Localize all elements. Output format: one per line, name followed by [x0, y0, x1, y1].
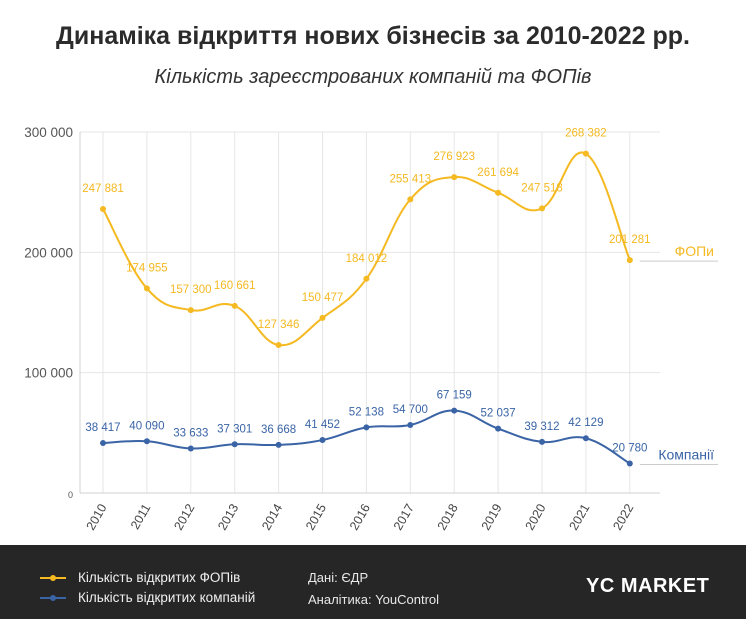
legend-dot-companies: [50, 595, 56, 601]
x-tick-label: 2011: [128, 501, 154, 531]
data-point-companies: [363, 424, 370, 431]
x-tick-label: 2017: [391, 501, 417, 532]
data-label-companies: 41 452: [305, 419, 340, 431]
x-tick-label: 2013: [215, 501, 241, 532]
line-chart: 0 100 000 200 000 300 000 2010 2011 2012 2013 20…: [24, 125, 718, 533]
y-tick-label: 100 000: [24, 366, 73, 381]
data-point-fop: [407, 196, 414, 203]
data-label-companies: 42 129: [568, 417, 603, 429]
data-point-companies: [626, 460, 633, 467]
data-point-companies: [275, 441, 282, 448]
y-tick-label: 300 000: [24, 125, 73, 140]
data-label-companies: 39 312: [524, 421, 559, 433]
data-point-companies: [539, 438, 545, 445]
data-label-fop: 276 923: [433, 151, 475, 163]
data-point-fop: [143, 285, 150, 292]
data-point-fop: [582, 150, 589, 157]
data-point-fop: [451, 174, 458, 181]
data-point-companies: [319, 437, 326, 444]
data-point-fop: [100, 206, 106, 213]
data-point-fop: [539, 205, 545, 212]
chart-title: Динаміка відкриття нових бізнесів за 201…: [56, 22, 690, 50]
data-point-companies: [143, 438, 150, 445]
data-label-fop: 184 012: [346, 253, 388, 265]
data-label-companies: 67 159: [437, 390, 472, 402]
x-tick-label: 2015: [303, 501, 329, 532]
brand-logo: YC MARKET: [586, 575, 710, 597]
data-label-companies: 36 668: [261, 424, 296, 436]
data-label-fop: 157 300: [170, 284, 212, 296]
legend-dot-fop: [50, 575, 56, 581]
data-point-companies: [100, 440, 106, 447]
y-tick-label: 0: [68, 490, 73, 500]
data-label-companies: 38 417: [85, 422, 120, 434]
data-point-fop: [495, 189, 502, 196]
data-point-fop: [319, 314, 326, 321]
data-point-fop: [363, 275, 370, 282]
legend-label-fop: Кількість відкритих ФОПів: [78, 570, 241, 585]
data-label-fop: 150 477: [302, 292, 344, 304]
data-label-companies: 52 037: [481, 408, 516, 420]
data-point-fop: [626, 257, 633, 264]
x-tick-label: 2020: [523, 501, 549, 532]
series-name-companies: Компанії: [658, 447, 714, 463]
x-tick-label: 2021: [566, 501, 592, 532]
data-label-fop: 247 518: [521, 182, 563, 194]
x-tick-label: 2016: [347, 501, 373, 532]
data-point-companies: [187, 445, 194, 452]
data-label-companies: 40 090: [129, 420, 164, 432]
data-label-companies: 54 700: [393, 404, 428, 416]
legend-label-companies: Кількість відкритих компаній: [78, 590, 256, 605]
analytics-source: Аналітика: YouControl: [308, 592, 440, 607]
series-name-fop: ФОПи: [675, 243, 714, 259]
data-label-companies: 33 633: [173, 427, 208, 439]
chart-subtitle: Кількість зареєстрованих компаній та ФОП…: [154, 66, 592, 88]
data-point-companies: [407, 422, 414, 429]
x-tick-label: 2022: [610, 501, 636, 532]
x-tick-label: 2012: [171, 501, 197, 532]
data-label-fop: 261 694: [477, 167, 519, 179]
data-label-fop: 247 881: [82, 183, 124, 195]
data-label-fop: 160 661: [214, 280, 256, 292]
data-point-companies: [582, 435, 589, 442]
data-point-fop: [275, 341, 282, 348]
data-label-companies: 52 138: [349, 406, 384, 418]
data-label-fop: 127 346: [258, 319, 300, 331]
data-source: Дані: ЄДР: [308, 570, 369, 585]
y-tick-label: 200 000: [24, 245, 73, 260]
data-label-fop: 174 955: [126, 262, 168, 274]
data-label-companies: 37 301: [217, 423, 252, 435]
data-label-fop: 255 413: [390, 173, 432, 185]
data-label-fop: 268 382: [565, 128, 607, 140]
data-point-fop: [231, 302, 238, 309]
data-point-companies: [495, 425, 502, 432]
footer: Кількість відкритих ФОПів Кількість відк…: [0, 545, 746, 619]
data-point-companies: [231, 441, 238, 448]
x-tick-label: 2019: [479, 501, 505, 532]
data-label-companies: 20 780: [612, 443, 647, 455]
x-tick-label: 2010: [84, 501, 110, 532]
x-tick-label: 2014: [259, 501, 285, 532]
data-point-fop: [187, 307, 194, 314]
data-label-fop: 201 281: [609, 234, 651, 246]
x-tick-label: 2018: [435, 501, 461, 532]
data-point-companies: [451, 407, 458, 414]
